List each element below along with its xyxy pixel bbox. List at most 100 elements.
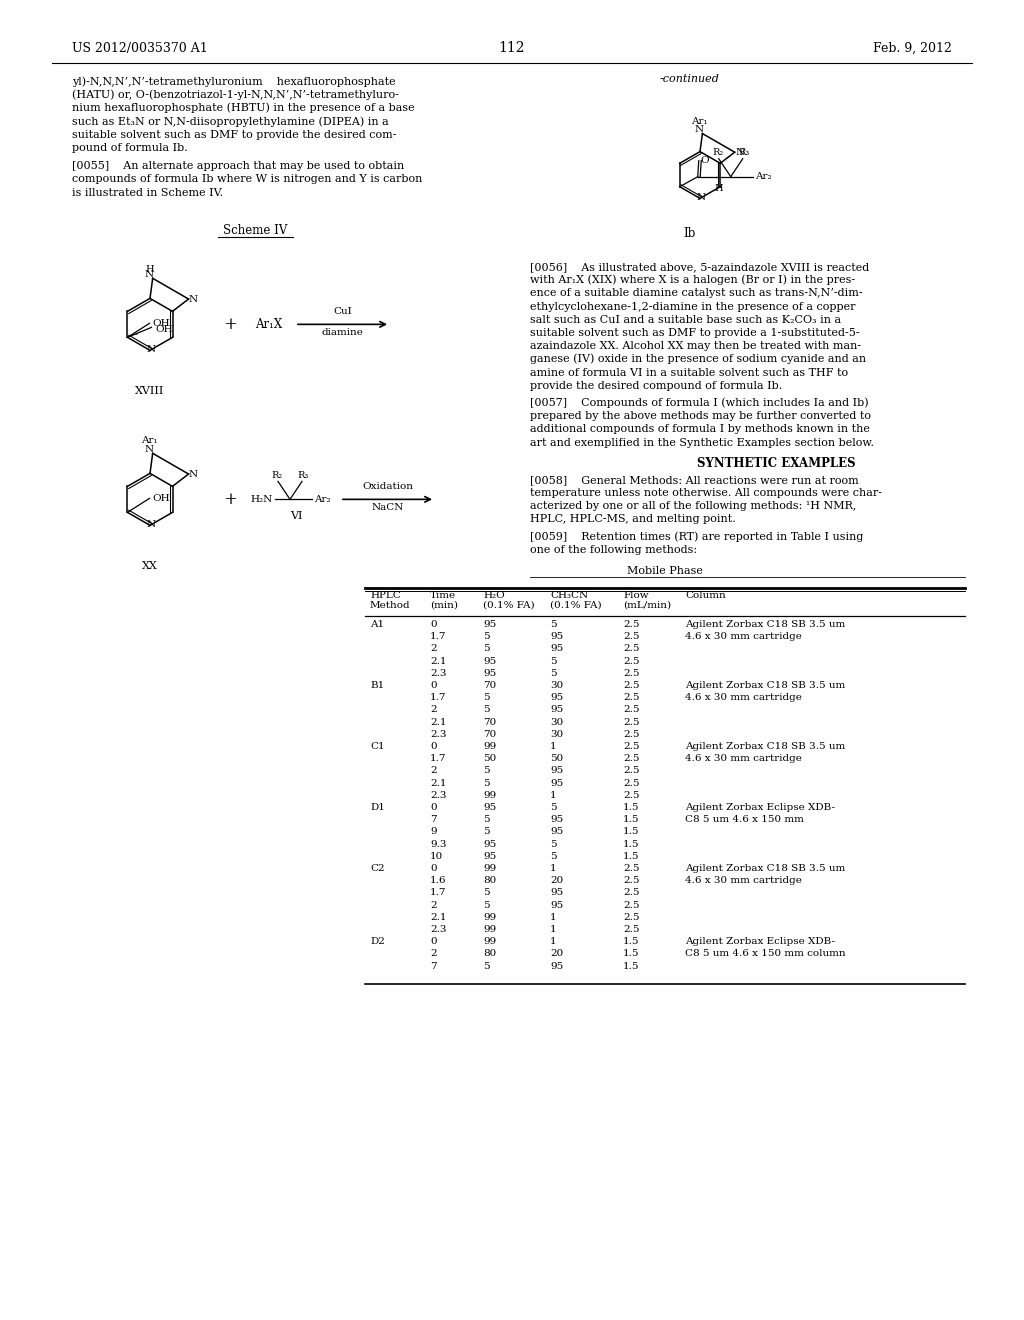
Text: 5: 5 (483, 644, 489, 653)
Text: R₂: R₂ (712, 148, 723, 157)
Text: NaCN: NaCN (372, 503, 403, 512)
Text: temperature unless note otherwise. All compounds were char-: temperature unless note otherwise. All c… (530, 488, 882, 498)
Text: Feb. 9, 2012: Feb. 9, 2012 (873, 42, 952, 55)
Text: 2: 2 (430, 644, 436, 653)
Text: nium hexafluorophosphate (HBTU) in the presence of a base: nium hexafluorophosphate (HBTU) in the p… (72, 103, 415, 114)
Text: 30: 30 (550, 718, 563, 726)
Text: 5: 5 (483, 693, 489, 702)
Text: C1: C1 (370, 742, 385, 751)
Text: +: + (223, 315, 237, 333)
Text: Ar₂: Ar₂ (314, 495, 331, 504)
Text: 70: 70 (483, 730, 497, 739)
Text: is illustrated in Scheme IV.: is illustrated in Scheme IV. (72, 187, 223, 198)
Text: 2.1: 2.1 (430, 718, 446, 726)
Text: Flow: Flow (623, 591, 648, 601)
Text: 95: 95 (483, 669, 497, 677)
Text: 5: 5 (550, 669, 557, 677)
Text: 2.3: 2.3 (430, 925, 446, 935)
Text: 95: 95 (550, 828, 563, 837)
Text: Agilent Zorbax Eclipse XDB-: Agilent Zorbax Eclipse XDB- (685, 803, 835, 812)
Text: 2.5: 2.5 (623, 876, 640, 886)
Text: 50: 50 (550, 754, 563, 763)
Text: 2.5: 2.5 (623, 718, 640, 726)
Text: 95: 95 (483, 851, 497, 861)
Text: 1.7: 1.7 (430, 693, 446, 702)
Text: N: N (735, 148, 744, 157)
Text: OH: OH (153, 319, 170, 327)
Text: 99: 99 (483, 865, 497, 873)
Text: 5: 5 (483, 816, 489, 824)
Text: 2: 2 (430, 705, 436, 714)
Text: B1: B1 (370, 681, 384, 690)
Text: with Ar₁X (XIX) where X is a halogen (Br or I) in the pres-: with Ar₁X (XIX) where X is a halogen (Br… (530, 275, 855, 285)
Text: [0057]    Compounds of formula I (which includes Ia and Ib): [0057] Compounds of formula I (which inc… (530, 397, 868, 408)
Text: 95: 95 (483, 803, 497, 812)
Text: 5: 5 (550, 851, 557, 861)
Text: 1: 1 (550, 937, 557, 946)
Text: azaindazole XX. Alcohol XX may then be treated with man-: azaindazole XX. Alcohol XX may then be t… (530, 341, 861, 351)
Text: 2.3: 2.3 (430, 791, 446, 800)
Text: Ar₁: Ar₁ (141, 437, 158, 445)
Text: compounds of formula Ib where W is nitrogen and Y is carbon: compounds of formula Ib where W is nitro… (72, 174, 422, 185)
Text: +: + (223, 491, 237, 508)
Text: Agilent Zorbax C18 SB 3.5 um: Agilent Zorbax C18 SB 3.5 um (685, 742, 845, 751)
Text: 2.5: 2.5 (623, 656, 640, 665)
Text: Agilent Zorbax Eclipse XDB-: Agilent Zorbax Eclipse XDB- (685, 937, 835, 946)
Text: 5: 5 (483, 705, 489, 714)
Text: ganese (IV) oxide in the presence of sodium cyanide and an: ganese (IV) oxide in the presence of sod… (530, 354, 866, 364)
Text: acterized by one or all of the following methods: ¹H NMR,: acterized by one or all of the following… (530, 502, 856, 511)
Text: R₂: R₂ (271, 471, 283, 480)
Text: 80: 80 (483, 876, 497, 886)
Text: 0: 0 (430, 681, 436, 690)
Text: 9: 9 (430, 828, 436, 837)
Text: 50: 50 (483, 754, 497, 763)
Text: 5: 5 (550, 656, 557, 665)
Text: 2.5: 2.5 (623, 779, 640, 788)
Text: 99: 99 (483, 742, 497, 751)
Text: 95: 95 (483, 620, 497, 630)
Text: HPLC: HPLC (370, 591, 400, 601)
Text: 2: 2 (430, 949, 436, 958)
Text: 9.3: 9.3 (430, 840, 446, 849)
Text: 0: 0 (430, 803, 436, 812)
Text: provide the desired compound of formula Ib.: provide the desired compound of formula … (530, 380, 782, 391)
Text: N: N (188, 296, 198, 305)
Text: 95: 95 (483, 656, 497, 665)
Text: [0059]    Retention times (RT) are reported in Table I using: [0059] Retention times (RT) are reported… (530, 531, 863, 541)
Text: CuI: CuI (333, 308, 352, 317)
Text: Ar₂: Ar₂ (755, 172, 771, 181)
Text: 2.3: 2.3 (430, 730, 446, 739)
Text: Agilent Zorbax C18 SB 3.5 um: Agilent Zorbax C18 SB 3.5 um (685, 620, 845, 630)
Text: N: N (146, 345, 156, 354)
Text: 70: 70 (483, 718, 497, 726)
Text: –: – (133, 330, 138, 339)
Text: 2.5: 2.5 (623, 767, 640, 775)
Text: 1: 1 (550, 742, 557, 751)
Text: (HATU) or, O-(benzotriazol-1-yl-N,N,N’,N’-tetramethyluro-: (HATU) or, O-(benzotriazol-1-yl-N,N,N’,N… (72, 90, 399, 100)
Text: Ib: Ib (684, 227, 696, 240)
Text: 1.5: 1.5 (623, 840, 640, 849)
Text: N: N (146, 520, 156, 529)
Text: N: N (145, 269, 154, 279)
Text: R₃: R₃ (297, 471, 308, 480)
Text: ethylcyclohexane-1,2-diamine in the presence of a copper: ethylcyclohexane-1,2-diamine in the pres… (530, 301, 855, 312)
Text: 1.5: 1.5 (623, 851, 640, 861)
Text: -continued: -continued (660, 74, 720, 84)
Text: 4.6 x 30 mm cartridge: 4.6 x 30 mm cartridge (685, 632, 802, 642)
Text: N: N (188, 470, 198, 479)
Text: art and exemplified in the Synthetic Examples section below.: art and exemplified in the Synthetic Exa… (530, 438, 874, 447)
Text: OH: OH (153, 494, 170, 503)
Text: 2.5: 2.5 (623, 669, 640, 677)
Text: 5: 5 (483, 779, 489, 788)
Text: XVIII: XVIII (135, 387, 165, 396)
Text: 2.5: 2.5 (623, 730, 640, 739)
Text: 95: 95 (550, 816, 563, 824)
Text: Agilent Zorbax C18 SB 3.5 um: Agilent Zorbax C18 SB 3.5 um (685, 681, 845, 690)
Text: 5: 5 (483, 961, 489, 970)
Text: 0: 0 (430, 742, 436, 751)
Text: 4.6 x 30 mm cartridge: 4.6 x 30 mm cartridge (685, 876, 802, 886)
Text: 95: 95 (550, 767, 563, 775)
Text: 20: 20 (550, 876, 563, 886)
Text: 2.5: 2.5 (623, 742, 640, 751)
Text: 95: 95 (550, 705, 563, 714)
